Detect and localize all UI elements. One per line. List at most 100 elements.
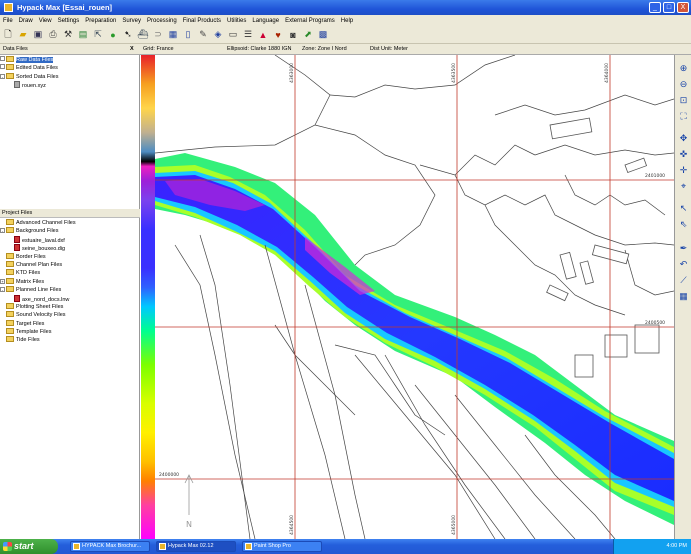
pan-down-icon[interactable]: ✛	[679, 165, 688, 175]
tree-item-label: Planned Line Files	[16, 287, 62, 294]
tree-item[interactable]: Plotting Sheet Files	[0, 302, 140, 311]
menu-settings[interactable]: Settings	[57, 17, 80, 24]
river-channel-deep	[155, 175, 674, 501]
tree-item[interactable]: KTD Files	[0, 269, 140, 277]
tree-item[interactable]: - Planned Line Files	[0, 286, 62, 294]
tree-item[interactable]: Raw Data Files	[0, 56, 140, 64]
right-toolbar: ⊕ ⊖ ⊡ ⛶ ✥ ✜ ✛ ⌖ ↖ ⇖ ✒ ↶ ⟋ ▦	[674, 55, 691, 539]
grid-label: Grid: France	[143, 46, 174, 52]
toolbar: 🗋 ▰ ▣ ⎙ ⚒ ▤ ⇱ ● ➷ ⛴ ⊃ ▦ ▯ ✎ ◈ ▭ ☰ ▲ ♥ ◙ …	[0, 26, 691, 44]
pointer-icon[interactable]: ⇱	[94, 29, 102, 39]
tree-item[interactable]: Tide Files	[0, 336, 140, 344]
select-alt-icon[interactable]: ⇖	[679, 219, 688, 229]
taskbar-item-active[interactable]: Hypack Max 02.12	[156, 541, 236, 552]
monitor-icon[interactable]: ▭	[228, 29, 238, 39]
data-files-tree: Raw Data Files Edited Data Files - Sorted…	[0, 56, 140, 90]
layers-icon[interactable]: ▦	[679, 291, 688, 301]
menu-file[interactable]: File	[3, 17, 13, 24]
zoom-extents-icon[interactable]: ⛶	[680, 111, 687, 121]
camera-icon[interactable]: ◙	[290, 29, 296, 40]
folder-icon	[6, 286, 14, 293]
tree-item[interactable]: Template Files	[0, 328, 140, 336]
menu-utilities[interactable]: Utilities	[227, 17, 247, 24]
map-canvas[interactable]: 4363000 4363500 4364000 4364500 4365000 …	[155, 55, 674, 539]
menu-preparation[interactable]: Preparation	[85, 17, 117, 24]
print-icon[interactable]: ⎙	[49, 29, 57, 39]
system-tray: 4:00 PM	[613, 539, 691, 554]
menu-draw[interactable]: Draw	[18, 17, 33, 24]
tree-item[interactable]: Border Files	[0, 252, 140, 261]
taskbar-item[interactable]: Paint Shop Pro	[242, 541, 322, 552]
taskbar-item-label: Hypack Max 02.12	[168, 543, 214, 549]
folder-icon	[6, 328, 14, 335]
draw-icon[interactable]: ⊃	[154, 29, 162, 39]
center-icon[interactable]: ⌖	[680, 181, 687, 191]
grid-label-y: 2400500	[645, 320, 665, 326]
export-icon[interactable]: ⬈	[304, 29, 312, 39]
book-icon[interactable]: ▯	[185, 29, 191, 39]
grid-icon[interactable]: ▩	[318, 29, 328, 39]
zoom-in-icon[interactable]: ⊕	[679, 63, 688, 73]
zoom-out-icon[interactable]: ⊖	[679, 79, 688, 89]
menu-external-programs[interactable]: External Programs	[285, 17, 335, 24]
menu-bar: File Draw View Settings Preparation Surv…	[0, 15, 691, 26]
tree-item-label: Sound Velocity Files	[16, 312, 66, 319]
tide-icon[interactable]: ▲	[258, 29, 268, 40]
save-icon[interactable]: ▣	[33, 29, 43, 39]
start-button[interactable]: start	[0, 539, 58, 554]
open-folder-icon[interactable]: ▰	[19, 29, 27, 39]
tree-item[interactable]: seine_bouxeo.dig	[0, 244, 140, 252]
menu-view[interactable]: View	[38, 17, 52, 24]
menu-help[interactable]: Help	[340, 17, 354, 24]
tree-item[interactable]: estuaire_laval.dxf	[0, 235, 140, 244]
tree-item[interactable]: - Sorted Data Files	[0, 72, 59, 80]
pan-up-icon[interactable]: ✜	[679, 149, 688, 159]
grid-label-x: 4364500	[289, 515, 295, 535]
taskbar-item[interactable]: HYPACK Max Brochur...	[70, 541, 150, 552]
tree-item[interactable]: rouen.xyz	[0, 81, 140, 89]
globe-icon[interactable]: ●	[110, 29, 116, 40]
taskbar-item-label: HYPACK Max Brochur...	[82, 543, 142, 549]
sheet-icon[interactable]: ☰	[243, 29, 253, 39]
undo-icon[interactable]: ↶	[679, 259, 688, 269]
menu-language[interactable]: Language	[252, 17, 280, 24]
pan-icon[interactable]: ✥	[679, 133, 688, 143]
tree-item-label: Background Files	[16, 228, 59, 235]
tree-item[interactable]: Target Files	[0, 319, 140, 328]
taskbar-item-label: Paint Shop Pro	[254, 543, 291, 549]
close-button[interactable]: X	[677, 2, 689, 13]
matrix-icon[interactable]: ▦	[168, 29, 178, 39]
view-icon[interactable]: ◈	[214, 29, 222, 39]
menu-survey[interactable]: Survey	[122, 17, 141, 24]
measure-icon[interactable]: ⟋	[680, 275, 687, 285]
chart-icon[interactable]: ▤	[78, 29, 88, 39]
minimize-button[interactable]: _	[649, 2, 661, 13]
tree-item[interactable]: Channel Plan Files	[0, 260, 140, 269]
pen-icon[interactable]: ✒	[679, 243, 688, 253]
boat-icon[interactable]: ⛴	[137, 29, 149, 39]
tree-item[interactable]: Advanced Channel Files	[0, 219, 140, 227]
new-file-icon[interactable]: 🗋	[4, 28, 12, 39]
maximize-button[interactable]: □	[663, 2, 675, 13]
route-icon[interactable]: ➷	[124, 29, 132, 39]
menu-final-products[interactable]: Final Products	[182, 17, 222, 24]
folder-icon	[6, 336, 14, 343]
folder-icon	[6, 219, 14, 225]
menu-processing[interactable]: Processing	[147, 17, 177, 24]
select-arrow-icon[interactable]: ↖	[679, 203, 688, 213]
tree-item[interactable]: Sound Velocity Files	[0, 311, 140, 319]
panel-close-button[interactable]: X	[130, 46, 134, 52]
tree-item[interactable]: + Matrix Files	[0, 277, 45, 285]
edit-icon[interactable]: ✎	[199, 29, 207, 39]
heart-icon[interactable]: ♥	[275, 29, 281, 40]
grid-label-x: 4363000	[289, 63, 295, 83]
zoom-window-icon[interactable]: ⊡	[679, 95, 688, 105]
file-icon	[14, 81, 20, 89]
tools-icon[interactable]: ⚒	[63, 29, 73, 39]
app-icon	[245, 543, 252, 550]
tree-item[interactable]: axe_nord_docs.lnw	[0, 294, 140, 303]
project-files-tree: Advanced Channel Files - Background Files…	[0, 219, 140, 345]
tree-item[interactable]: Edited Data Files	[0, 64, 140, 72]
tree-item[interactable]: - Background Files	[0, 227, 59, 235]
clock: 4:00 PM	[666, 543, 687, 549]
